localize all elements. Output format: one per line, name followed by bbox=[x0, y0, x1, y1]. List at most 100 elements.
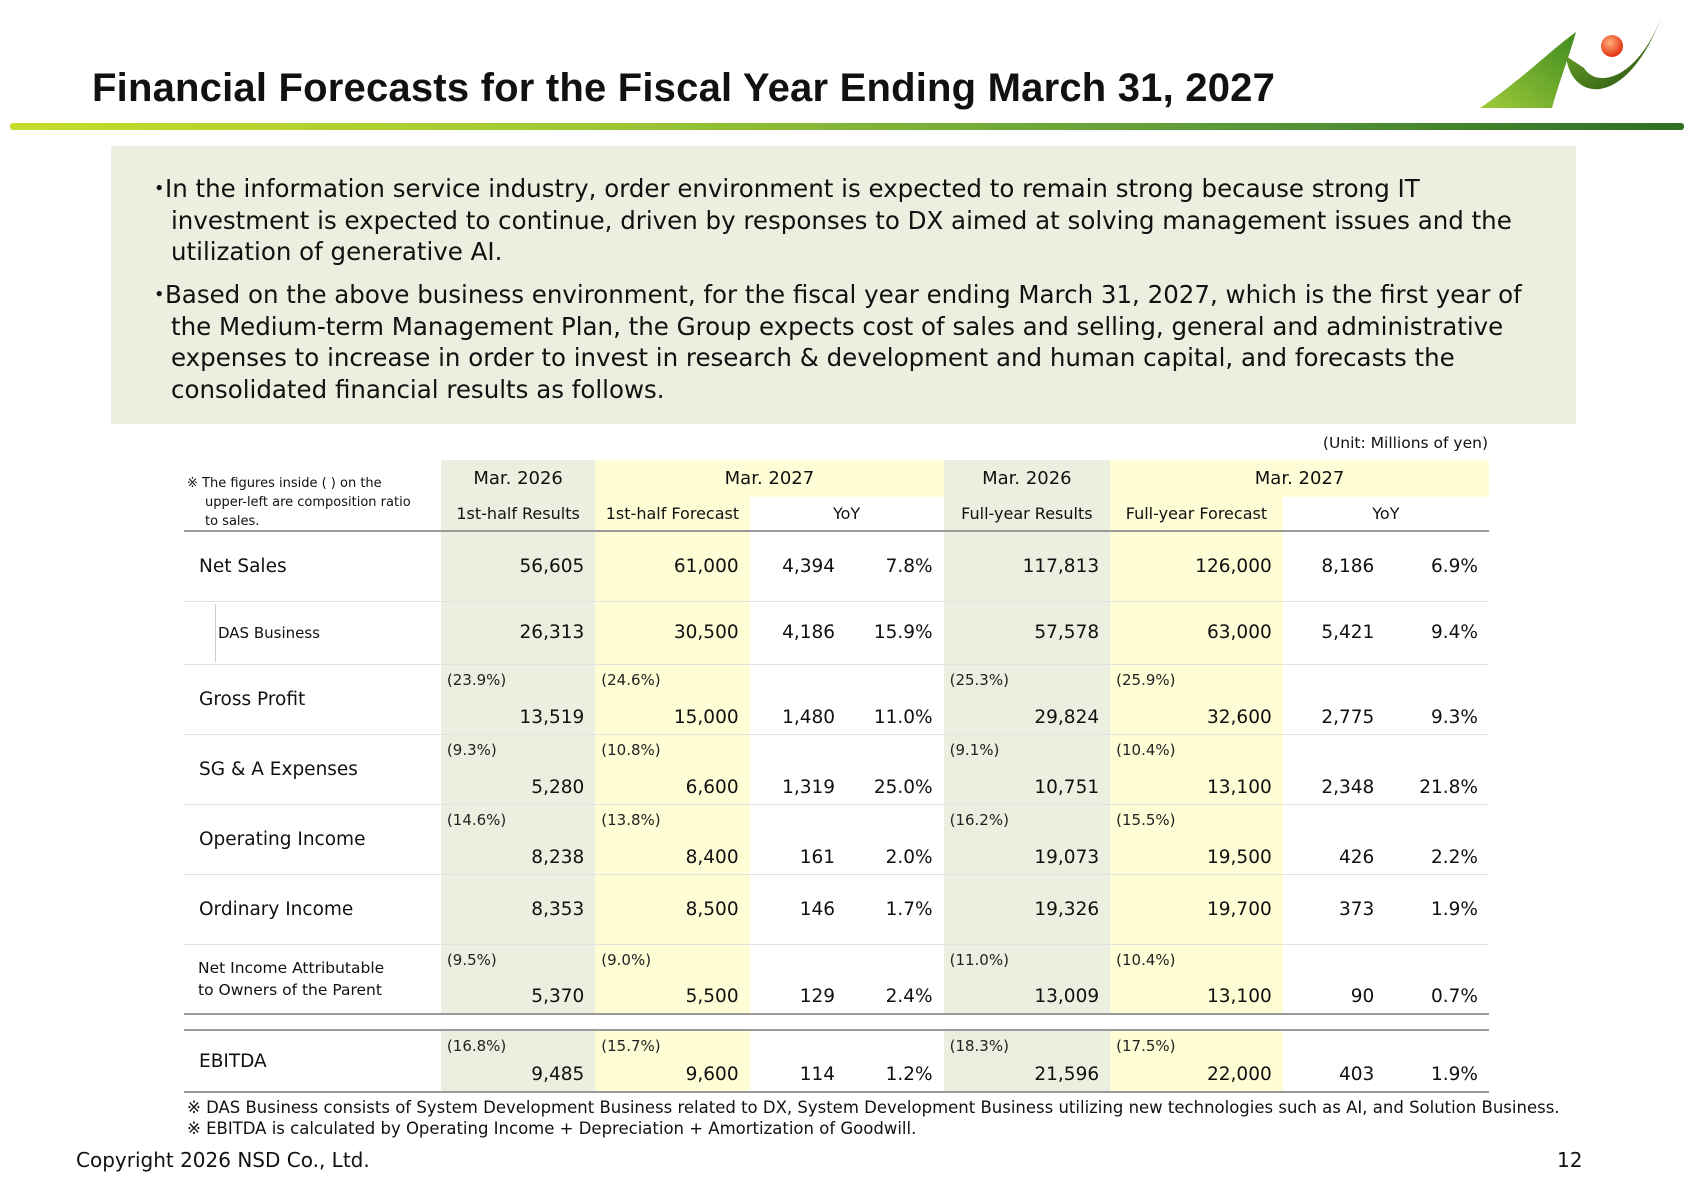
cell-value: 19,500 bbox=[1207, 846, 1272, 868]
composition-ratio: (13.8%) bbox=[601, 810, 661, 829]
row-label: DAS Business bbox=[184, 601, 441, 664]
company-logo bbox=[1480, 16, 1662, 108]
composition-ratio: (23.9%) bbox=[446, 670, 507, 689]
header-column: Full-year Results bbox=[943, 497, 1111, 531]
cell-value: 13,519 bbox=[519, 706, 585, 728]
cell-fy-forecast: (10.4%) 13,100 bbox=[1110, 734, 1283, 804]
cell-h1-yoy: 4,186 bbox=[782, 622, 836, 643]
footnote-das: ※ DAS Business consists of System Develo… bbox=[187, 1098, 1560, 1117]
cell-value: 5,500 bbox=[685, 986, 739, 1007]
cell-value: 22,000 bbox=[1207, 1064, 1272, 1085]
cell-h1-results: (9.3%) 5,280 bbox=[440, 734, 596, 804]
title-divider bbox=[10, 123, 1684, 130]
cell-fy-forecast: 126,000 bbox=[1110, 531, 1283, 601]
cell-h1-yoy: 1,319 bbox=[782, 776, 836, 798]
copyright: Copyright 2026 NSD Co., Ltd. bbox=[76, 1148, 370, 1172]
row-label: Net Income Attributable to Owners of the … bbox=[184, 944, 441, 1014]
cell-h1-results: (14.6%) 8,238 bbox=[440, 804, 596, 874]
cell-fy-forecast: 63,000 bbox=[1110, 601, 1283, 664]
composition-ratio: (14.6%) bbox=[446, 810, 507, 829]
cell-fy-results: 57,578 bbox=[943, 601, 1111, 664]
composition-ratio: (10.4%) bbox=[1116, 740, 1176, 759]
cell-h1-results: (9.5%) 5,370 bbox=[440, 944, 596, 1014]
header-column: YoY bbox=[1372, 504, 1400, 523]
table-row-sga-expenses: SG & A Expenses (9.3%) 5,280 (10.8%) 6,600… bbox=[184, 734, 1489, 804]
cell-h1-results: 26,313 bbox=[440, 601, 596, 664]
cell-fy-yoy: 373 bbox=[1339, 898, 1375, 920]
row-label: Ordinary Income bbox=[199, 898, 354, 920]
page-title: Financial Forecasts for the Fiscal Year … bbox=[92, 66, 1276, 110]
cell-value: 8,400 bbox=[685, 846, 739, 868]
cell-h1-forecast: 30,500 bbox=[595, 601, 750, 664]
composition-ratio: (25.3%) bbox=[949, 670, 1009, 689]
cell-fy-results: (11.0%) 13,009 bbox=[943, 944, 1111, 1014]
cell-h1-results: (23.9%) 13,519 bbox=[440, 664, 596, 734]
cell-fy-forecast: (15.5%) 19,500 bbox=[1110, 804, 1283, 874]
composition-ratio: (9.0%) bbox=[601, 950, 652, 969]
financial-forecast-table: Mar. 2026 Mar. 2027 Mar. 2026 Mar. 2027 … bbox=[184, 460, 1489, 1093]
table-row-net-income: Net Income Attributable to Owners of the … bbox=[184, 944, 1489, 1014]
row-label: Gross Profit bbox=[199, 688, 306, 710]
cell-value: 9,600 bbox=[685, 1064, 739, 1085]
cell-h1-yoy-pct: 7.8% bbox=[885, 555, 933, 577]
table-spacer bbox=[184, 1014, 1489, 1030]
cell-h1-forecast: (9.0%) 5,500 bbox=[595, 944, 750, 1014]
cell-h1-yoy-pct: 2.4% bbox=[885, 986, 933, 1007]
header-column: 1st-half Forecast bbox=[595, 497, 750, 531]
header-period: Mar. 2027 bbox=[595, 460, 944, 497]
cell-value: 6,600 bbox=[685, 776, 739, 798]
composition-ratio: (15.5%) bbox=[1116, 810, 1176, 829]
cell-fy-forecast: 19,700 bbox=[1110, 874, 1283, 944]
cell-h1-yoy: 1,480 bbox=[782, 706, 836, 728]
cell-fy-yoy-pct: 2.2% bbox=[1431, 846, 1478, 868]
composition-ratio-note: ※ The figures inside ( ) on the upper-le… bbox=[187, 474, 417, 531]
cell-fy-yoy-pct: 21.8% bbox=[1419, 776, 1478, 798]
summary-bullet-1: ・ In the information service industry, o… bbox=[147, 173, 1537, 268]
cell-value: 5,370 bbox=[531, 986, 585, 1007]
cell-h1-yoy: 114 bbox=[799, 1064, 836, 1085]
header-period: Mar. 2026 bbox=[943, 460, 1111, 497]
cell-value: 19,073 bbox=[1034, 846, 1100, 868]
cell-h1-yoy-pct: 1.7% bbox=[885, 898, 933, 920]
table-row-ebitda: EBITDA (16.8%) 9,485 (15.7%) 9,600 114 1.2… bbox=[184, 1030, 1489, 1092]
page-number: 12 bbox=[1557, 1148, 1583, 1172]
summary-box: ・ In the information service industry, o… bbox=[111, 146, 1576, 424]
row-label: EBITDA bbox=[199, 1050, 267, 1072]
composition-ratio: (24.6%) bbox=[601, 670, 661, 689]
table-row-gross-profit: Gross Profit (23.9%) 13,519 (24.6%) 15,000… bbox=[184, 664, 1489, 734]
composition-ratio: (18.3%) bbox=[949, 1037, 1009, 1055]
header-column: YoY bbox=[832, 504, 861, 523]
cell-fy-yoy: 2,775 bbox=[1321, 706, 1375, 728]
composition-ratio: (25.9%) bbox=[1116, 670, 1176, 689]
cell-value: 21,596 bbox=[1034, 1064, 1100, 1085]
cell-fy-yoy-pct: 1.9% bbox=[1431, 1064, 1478, 1085]
composition-ratio: (9.5%) bbox=[446, 950, 497, 969]
cell-fy-forecast: (17.5%) 22,000 bbox=[1110, 1030, 1283, 1092]
header-column: 1st-half Results bbox=[440, 497, 596, 531]
cell-h1-results: 8,353 bbox=[440, 874, 596, 944]
row-label: Net Sales bbox=[199, 555, 287, 577]
cell-fy-yoy: 8,186 bbox=[1321, 555, 1375, 577]
cell-h1-forecast: (15.7%) 9,600 bbox=[595, 1030, 750, 1092]
row-label: Operating Income bbox=[199, 828, 366, 850]
table-row-ordinary-income: Ordinary Income 8,353 8,500 146 1.7% 19,… bbox=[184, 874, 1489, 944]
bullet-text: In the information service industry, ord… bbox=[165, 174, 1512, 266]
cell-fy-results: (18.3%) 21,596 bbox=[943, 1030, 1111, 1092]
composition-ratio: (15.7%) bbox=[601, 1037, 661, 1055]
composition-ratio: (9.3%) bbox=[446, 740, 497, 759]
composition-ratio: (17.5%) bbox=[1116, 1037, 1176, 1055]
cell-h1-results: (16.8%) 9,485 bbox=[440, 1030, 596, 1092]
cell-value: 9,485 bbox=[531, 1064, 585, 1085]
table-header-columns: 1st-half Results 1st-half Forecast YoY F… bbox=[184, 497, 1489, 531]
cell-fy-yoy: 426 bbox=[1339, 846, 1375, 868]
table-header-periods: Mar. 2026 Mar. 2027 Mar. 2026 Mar. 2027 bbox=[184, 460, 1489, 497]
cell-value: 13,100 bbox=[1207, 776, 1272, 798]
cell-h1-yoy: 129 bbox=[799, 986, 836, 1007]
bullet-text: Based on the above business environment,… bbox=[165, 280, 1522, 404]
cell-h1-forecast: 8,500 bbox=[595, 874, 750, 944]
cell-h1-forecast: (24.6%) 15,000 bbox=[595, 664, 750, 734]
footnotes: ※ DAS Business consists of System Develo… bbox=[187, 1097, 1560, 1139]
cell-fy-results: (9.1%) 10,751 bbox=[943, 734, 1111, 804]
header-column: Full-year Forecast bbox=[1110, 497, 1283, 531]
cell-fy-yoy-pct: 1.9% bbox=[1431, 898, 1478, 920]
